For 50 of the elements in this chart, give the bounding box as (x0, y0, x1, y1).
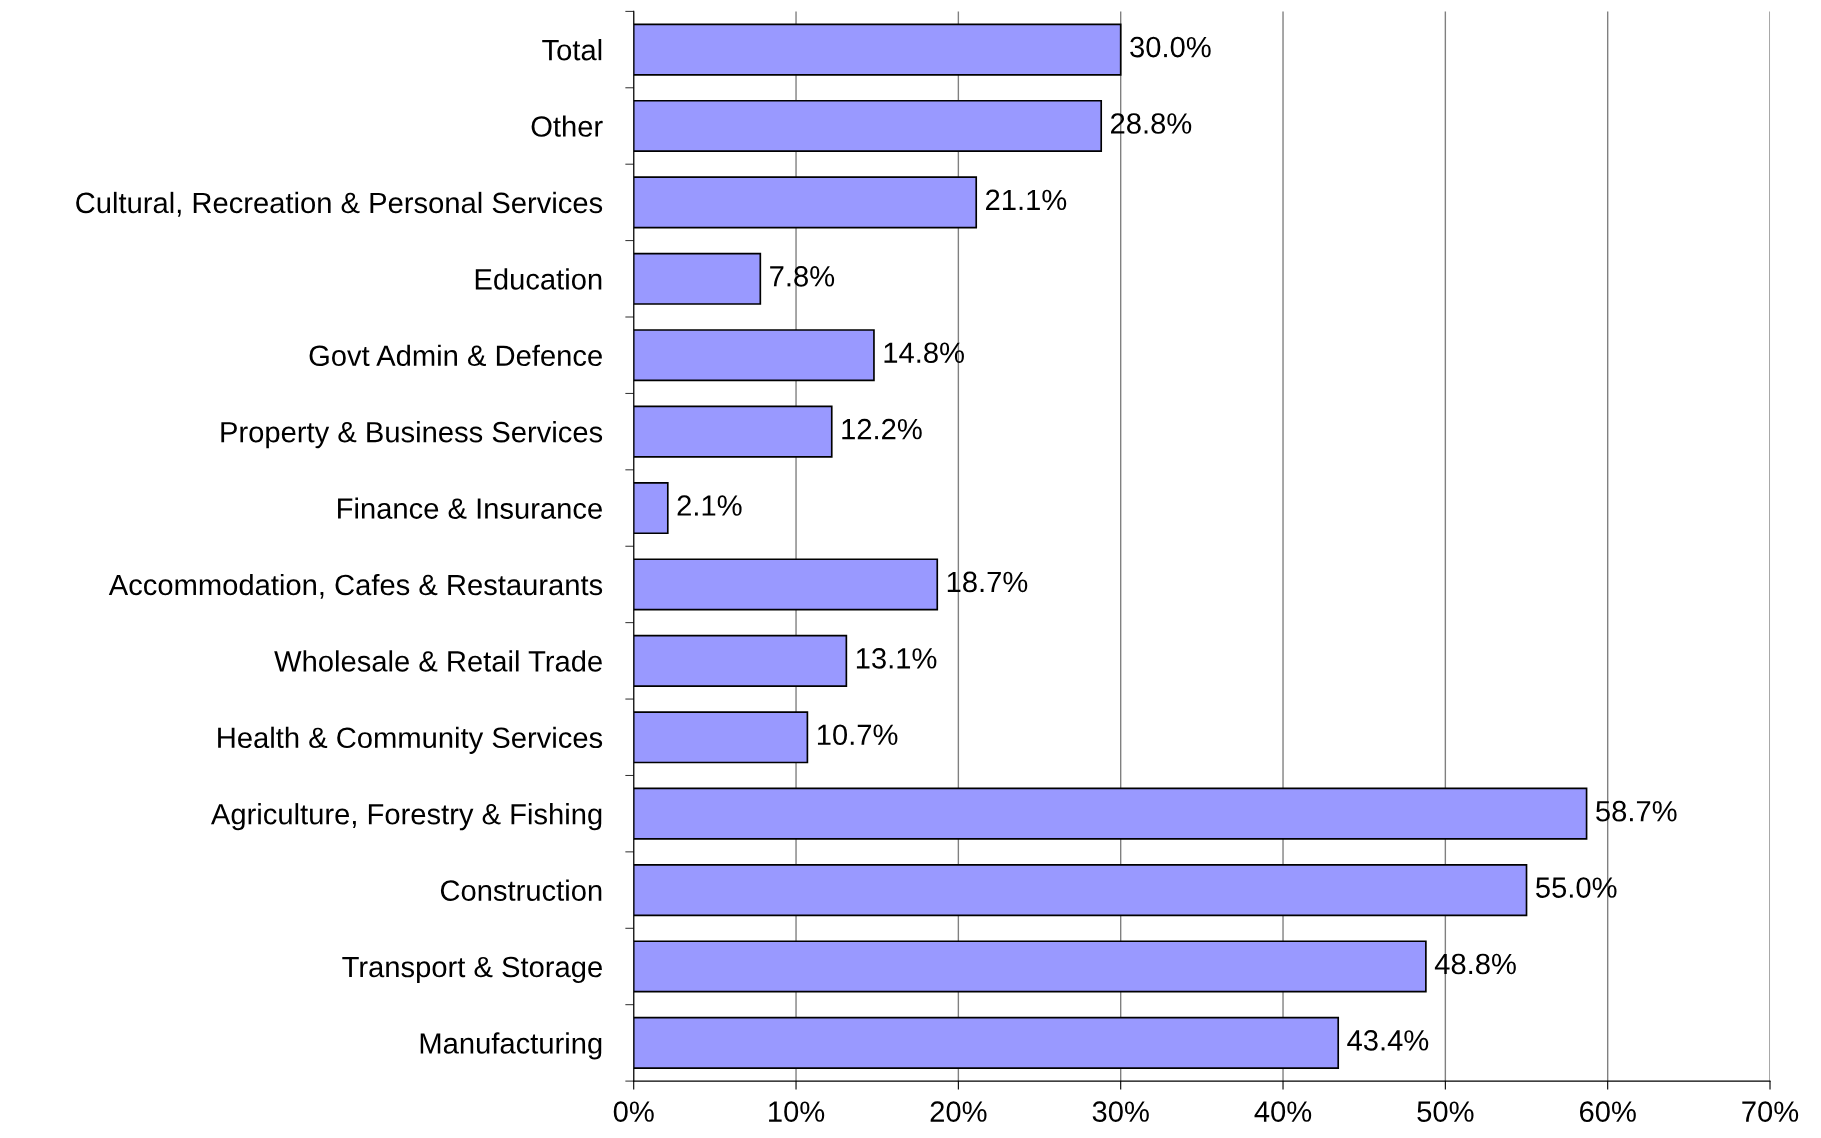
data-label: 21.1% (986, 189, 1067, 211)
data-label: 13.1% (856, 648, 937, 669)
x-tick-label: 70% (1742, 1101, 1799, 1122)
x-tick-label: 50% (1417, 1101, 1474, 1122)
y-tick-label: Education (475, 268, 602, 290)
data-label: 18.7% (947, 571, 1028, 593)
bar (633, 176, 978, 229)
data-label: 48.8% (1434, 953, 1516, 975)
data-label: 30.0% (1130, 36, 1211, 58)
bar (633, 940, 1427, 993)
x-tick-label: 20% (930, 1101, 987, 1122)
x-tick-label: 30% (1092, 1101, 1149, 1122)
bar (633, 711, 809, 764)
y-tick-label: Agriculture, Forestry & Fishing (210, 803, 602, 831)
data-label: 10.7% (817, 724, 898, 746)
bar (633, 329, 875, 382)
y-tick-label: Property & Business Services (221, 421, 603, 449)
bar (633, 99, 1103, 153)
y-tick-label: Other (531, 115, 603, 137)
bar (633, 634, 848, 687)
y-tick-label: Finance & Insurance (338, 497, 602, 519)
bar (633, 864, 1528, 917)
y-tick-label: Cultural, Recreation & Personal Services (76, 191, 603, 217)
y-tick-label: Health & Community Services (218, 726, 603, 754)
data-label: 12.2% (842, 418, 922, 440)
bar (633, 481, 669, 535)
y-tick-label: Manufacturing (420, 1032, 602, 1060)
data-label: 28.8% (1111, 113, 1192, 134)
bar (633, 1016, 1340, 1069)
x-tick-label: 0% (613, 1101, 654, 1122)
data-label: 43.4% (1347, 1030, 1429, 1051)
y-tick-label: Govt Admin & Defence (309, 344, 602, 367)
y-tick-label: Accommodation, Cafes & Restaurants (108, 573, 603, 599)
data-label: 14.8% (884, 342, 964, 364)
bar (633, 787, 1588, 840)
y-tick-label: Wholesale & Retail Trade (274, 650, 602, 672)
data-label: 7.8% (770, 265, 835, 287)
bar (633, 252, 762, 305)
y-tick-label: Transport & Storage (342, 956, 602, 984)
bar (633, 405, 833, 458)
data-label: 2.1% (677, 495, 742, 516)
y-tick-label: Construction (440, 879, 602, 901)
x-tick-label: 60% (1579, 1101, 1636, 1122)
x-tick-label: 40% (1254, 1101, 1312, 1122)
bar (633, 558, 939, 611)
x-tick-label: 10% (769, 1101, 825, 1122)
data-label: 58.7% (1596, 800, 1677, 822)
y-tick-label: Total (542, 39, 602, 61)
data-label: 55.0% (1536, 877, 1617, 898)
bar (633, 23, 1122, 76)
